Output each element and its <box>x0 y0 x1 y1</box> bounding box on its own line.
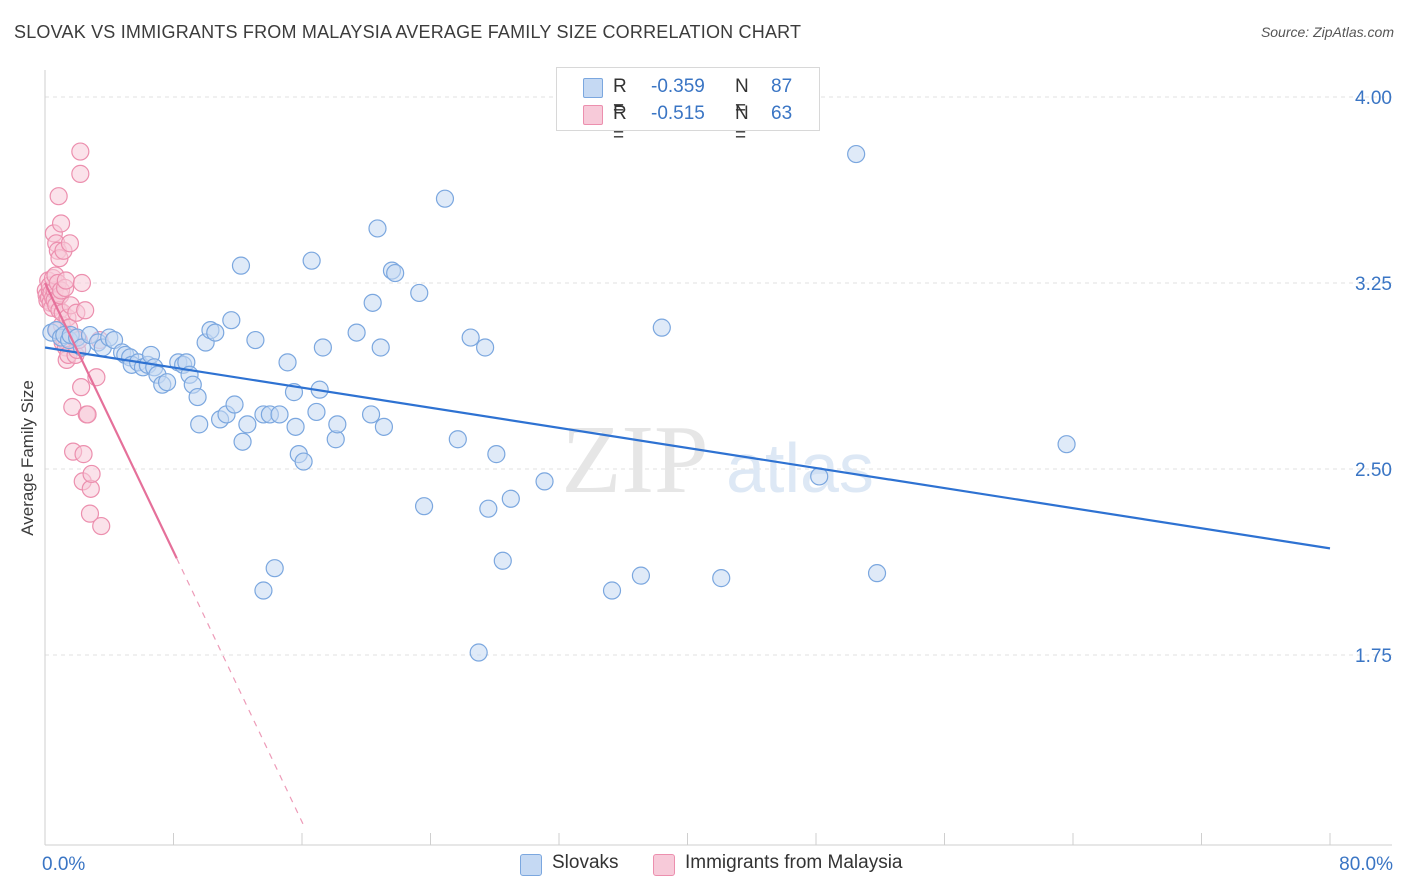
point-slovaks <box>233 432 252 451</box>
point-slovaks <box>469 643 488 662</box>
point-slovaks <box>368 219 387 238</box>
n-label: N = <box>735 103 749 146</box>
point-slovaks <box>157 373 177 392</box>
point-slovaks <box>190 415 209 434</box>
point-slovaks <box>410 283 429 303</box>
point-slovaks <box>222 311 241 330</box>
point-malaysia <box>92 516 111 536</box>
point-malaysia <box>76 301 95 320</box>
series-slovaks <box>42 144 1076 662</box>
trend-lines <box>44 282 1331 829</box>
point-slovaks <box>246 330 265 350</box>
legend-series: Slovaks Immigrants from Malaysia <box>0 852 1406 878</box>
chart-title: SLOVAK VS IMMIGRANTS FROM MALAYSIA AVERA… <box>14 22 802 42</box>
point-slovaks <box>652 318 671 337</box>
point-slovaks <box>435 189 455 208</box>
point-slovaks <box>206 323 225 342</box>
point-slovaks <box>278 353 297 372</box>
point-slovaks <box>225 395 244 414</box>
point-malaysia <box>71 142 90 161</box>
point-slovaks <box>294 452 313 471</box>
point-slovaks <box>254 581 273 600</box>
point-malaysia <box>63 397 82 417</box>
y-tick-label: 4.00 <box>1355 88 1392 109</box>
point-malaysia <box>51 214 71 233</box>
point-slovaks <box>347 323 366 342</box>
point-slovaks <box>535 472 554 491</box>
point-malaysia <box>56 271 75 290</box>
swatch-blue <box>583 78 603 98</box>
swatch-pink <box>653 854 675 876</box>
point-slovaks <box>847 144 866 164</box>
point-slovaks <box>501 489 520 508</box>
y-axis-label: Average Family Size <box>18 380 37 536</box>
watermark-atlas: atlas <box>726 429 874 507</box>
swatch-blue <box>520 854 542 876</box>
legend-label: Slovaks <box>552 852 619 873</box>
point-slovaks <box>867 564 887 583</box>
point-malaysia <box>82 464 101 484</box>
point-slovaks <box>461 328 480 347</box>
point-slovaks <box>386 263 405 283</box>
point-slovaks <box>371 338 390 357</box>
r-value: -0.515 <box>651 103 705 124</box>
point-slovaks <box>602 581 622 600</box>
point-slovaks <box>493 551 512 570</box>
point-slovaks <box>712 569 731 588</box>
point-malaysia <box>72 378 91 397</box>
point-slovaks <box>265 559 284 578</box>
n-value: 63 <box>771 103 793 124</box>
grid-lines <box>45 96 1392 656</box>
point-slovaks <box>302 251 321 270</box>
r-value: -0.359 <box>651 76 705 97</box>
point-slovaks <box>414 497 434 516</box>
point-malaysia <box>60 234 79 253</box>
n-value: 87 <box>771 76 793 97</box>
n-label: N = <box>735 76 749 119</box>
x-tick-label: 80.0% <box>1339 854 1393 875</box>
point-slovaks <box>487 445 506 464</box>
legend-stats: R = -0.359 N = 87 R = -0.515 N = 63 <box>556 67 820 146</box>
axis-ticks: 1.75 2.50 3.25 4.00 0.0% 80.0% <box>42 88 1393 875</box>
y-tick-label: 2.50 <box>1355 460 1392 481</box>
point-slovaks <box>363 293 382 312</box>
point-malaysia <box>78 405 97 424</box>
point-slovaks <box>313 338 332 357</box>
x-tick-label: 0.0% <box>42 854 85 875</box>
legend-label: Immigrants from Malaysia <box>685 852 903 873</box>
point-slovaks <box>374 417 394 436</box>
trend-line-malaysia-extension <box>176 558 306 829</box>
swatch-pink <box>583 105 603 125</box>
point-malaysia <box>72 273 92 293</box>
point-slovaks <box>448 430 467 449</box>
point-slovaks <box>1057 435 1076 454</box>
y-tick-label: 3.25 <box>1355 274 1392 295</box>
point-slovaks <box>631 566 651 585</box>
point-slovaks <box>328 415 347 434</box>
r-label: R = <box>613 76 627 119</box>
point-slovaks <box>361 405 381 424</box>
point-slovaks <box>238 415 257 434</box>
point-malaysia <box>80 504 100 523</box>
point-slovaks <box>476 338 495 357</box>
point-malaysia <box>74 445 93 464</box>
trend-line-malaysia <box>44 282 178 559</box>
point-malaysia <box>49 187 68 206</box>
point-slovaks <box>307 402 326 422</box>
point-malaysia <box>71 164 90 183</box>
axes <box>44 70 1392 846</box>
point-slovaks <box>270 405 289 424</box>
trend-line-slovaks <box>44 346 1331 550</box>
watermark-zip: ZIP <box>562 406 709 514</box>
watermark: ZIP atlas <box>562 406 874 514</box>
point-slovaks <box>188 387 207 407</box>
y-tick-label: 1.75 <box>1355 646 1392 667</box>
r-label: R = <box>613 103 627 146</box>
point-slovaks <box>479 499 498 518</box>
point-slovaks <box>286 417 305 436</box>
source-label: Source: ZipAtlas.com <box>1260 24 1394 40</box>
point-slovaks <box>231 256 251 275</box>
